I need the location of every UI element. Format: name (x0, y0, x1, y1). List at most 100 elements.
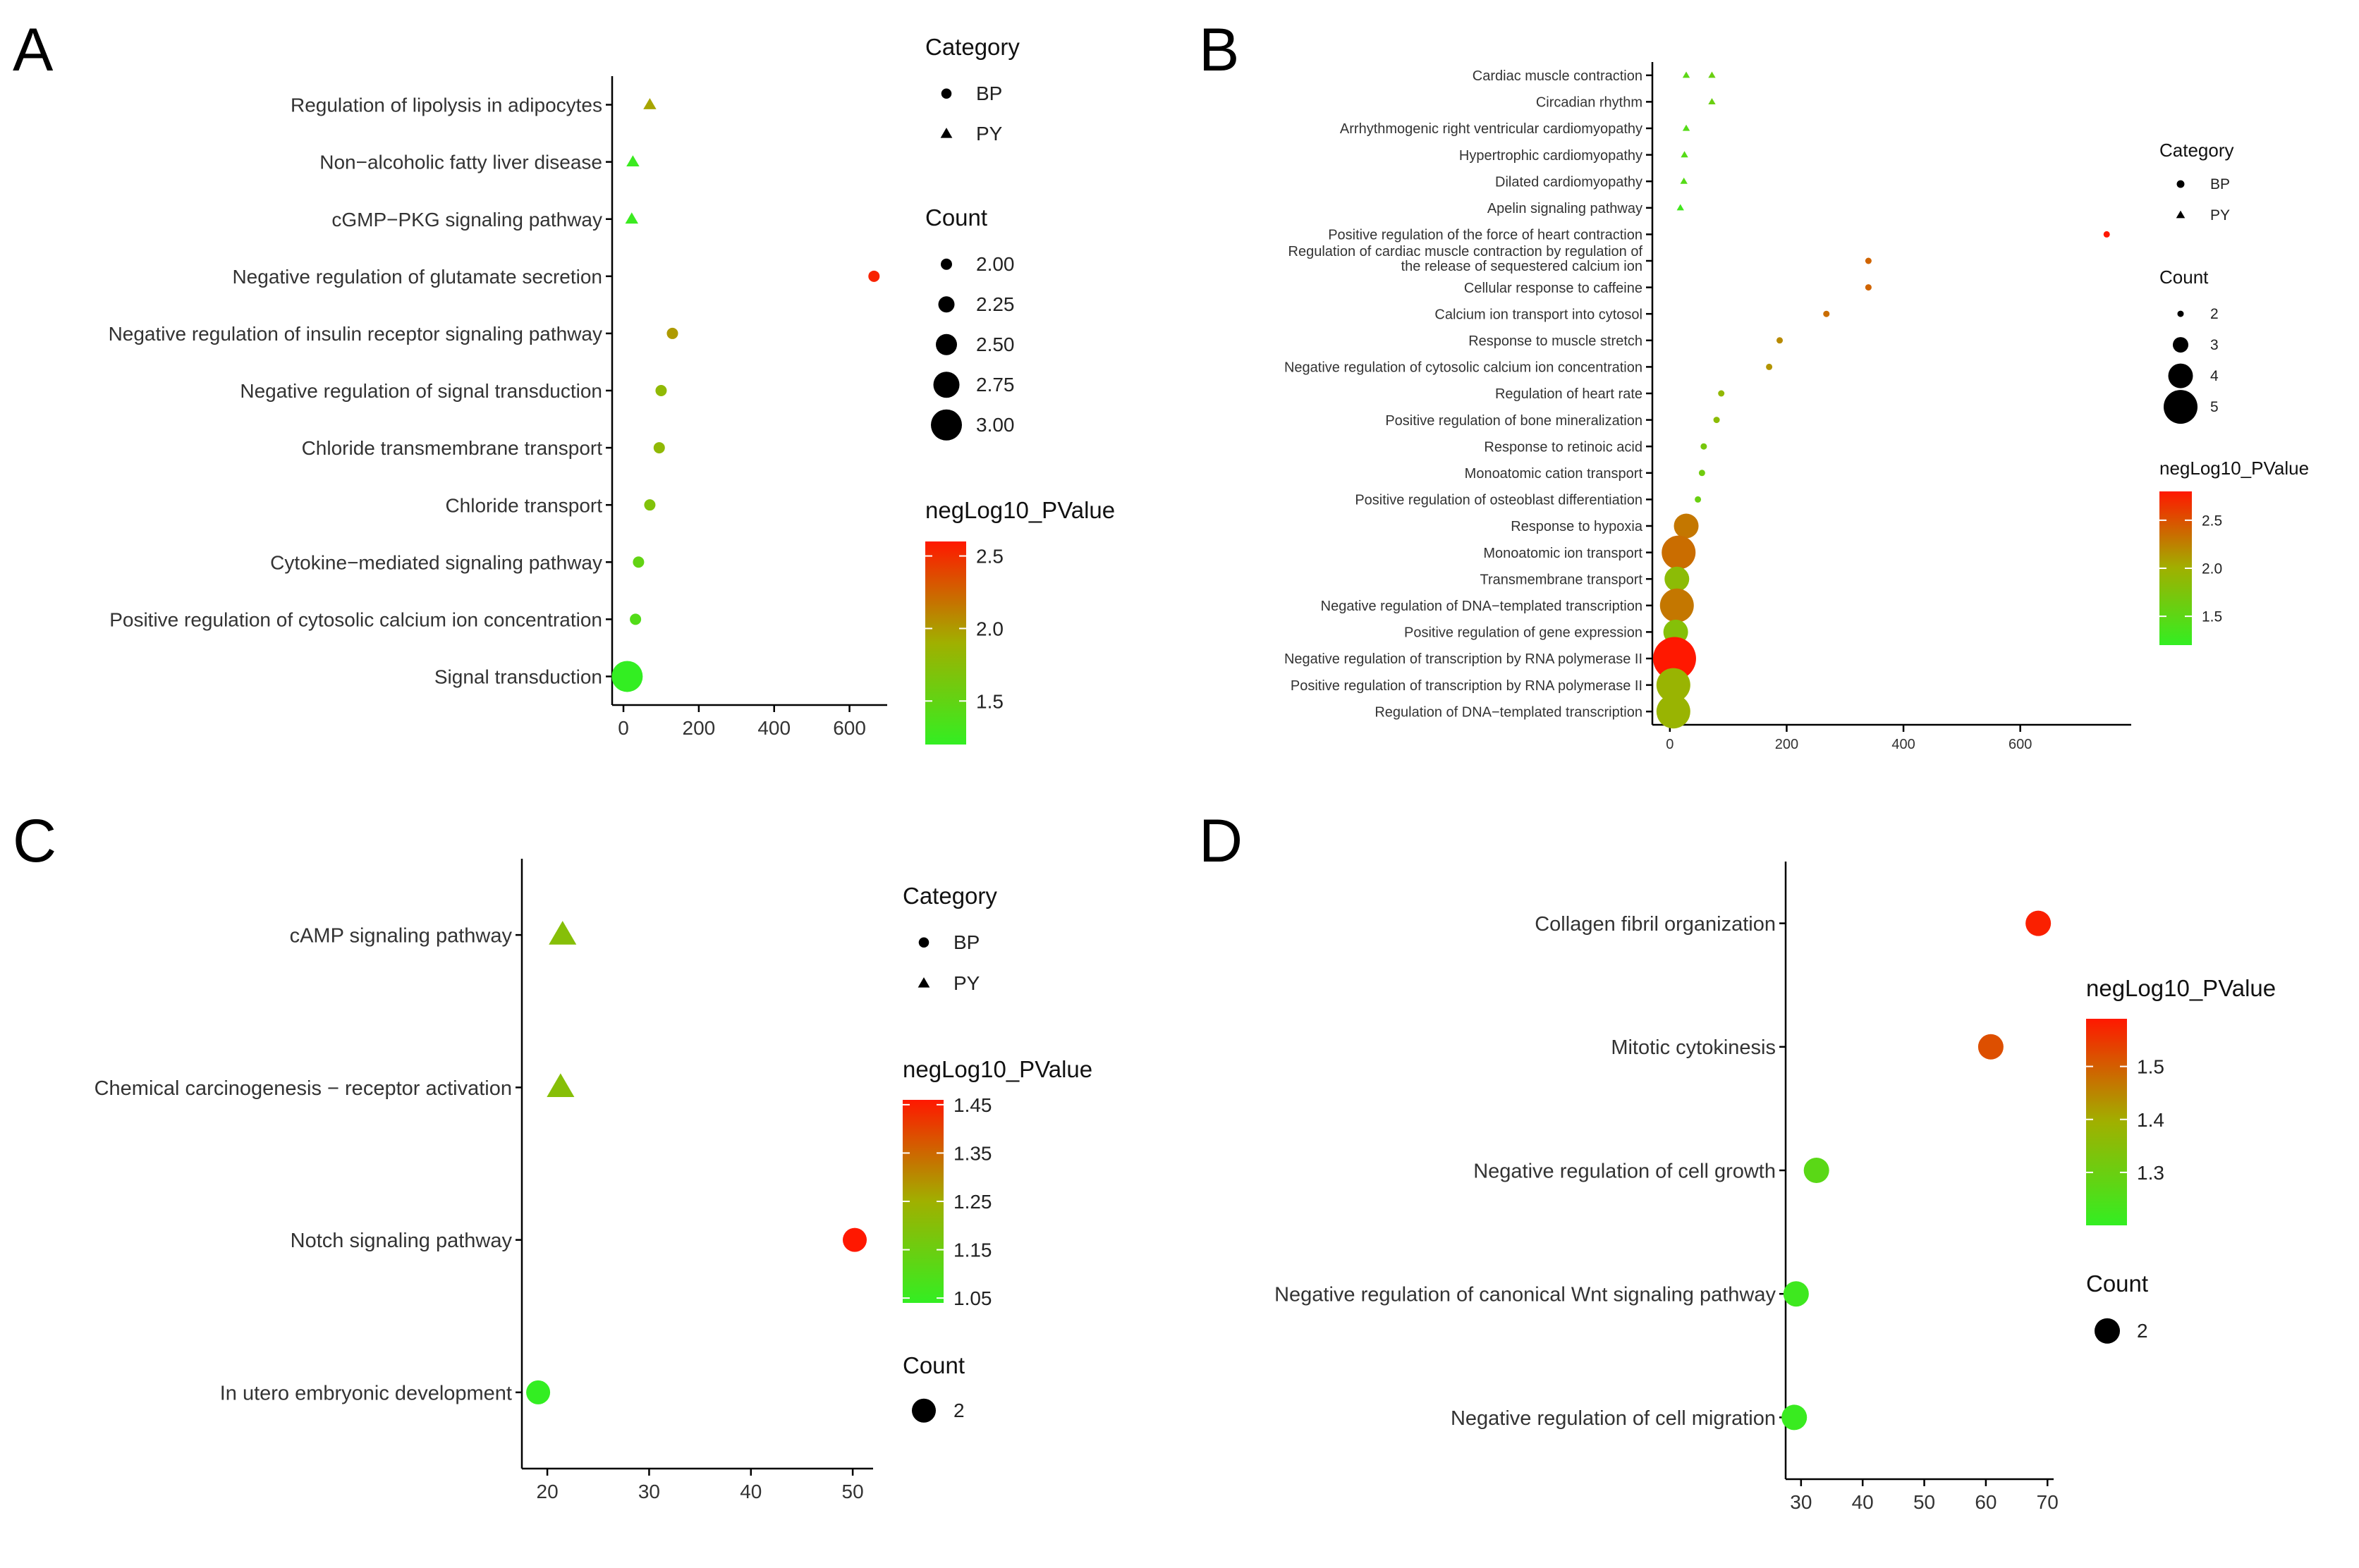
y-category-label-b: Response to hypoxia (1511, 519, 1643, 534)
y-category-label-c: Chemical carcinogenesis − receptor activ… (95, 1077, 512, 1100)
legend-count-key-b (2164, 390, 2198, 424)
y-category-label-b: Regulation of DNA−templated transcriptio… (1374, 704, 1642, 720)
x-tick-label-b: 200 (1775, 737, 1798, 752)
colorbar-label-c: 1.25 (953, 1191, 992, 1213)
data-point-b-cellular-response-to-caffeine (1865, 284, 1872, 291)
x-tick-label-a: 400 (757, 717, 791, 739)
x-tick-label-c: 20 (537, 1481, 559, 1502)
legend-count-label-b: 2 (2210, 306, 2219, 322)
colorbar-label-a: 2.0 (976, 618, 1004, 640)
legend-color-title-d: negLog10_PValue (2086, 975, 2276, 1001)
legend-count-label-b: 4 (2210, 368, 2219, 384)
colorbar-label-d: 1.5 (2137, 1056, 2164, 1078)
y-category-label-line: Regulation of cardiac muscle contraction… (1288, 244, 1643, 259)
y-category-label-a: Negative regulation of signal transducti… (240, 380, 602, 402)
colorbar-label-c: 1.45 (953, 1094, 992, 1116)
data-point-b-hypertrophic-cardiomyopathy (1681, 151, 1688, 158)
chart-panel-a: 0 200 400 600 Regulation of lipolysis in adi… (109, 34, 1115, 745)
x-tick-label-a: 0 (618, 717, 629, 739)
x-tick-label-b: 400 (1891, 737, 1915, 752)
legend-count-key-d (2095, 1318, 2120, 1344)
y-category-label-b: Monoatomic ion transport (1483, 546, 1642, 561)
legend-count-title-d: Count (2086, 1270, 2148, 1297)
data-point-b-apelin-signaling-pathway (1676, 204, 1684, 211)
legend-count-label-a: 2.25 (976, 293, 1015, 315)
data-point-d-negative-regulation-of-cell-growth (1803, 1158, 1829, 1183)
y-category-label-b: Calcium ion transport into cytosol (1434, 307, 1642, 322)
legend-category-key-c-bp (918, 937, 929, 948)
legend-category-label-b: BP (2210, 176, 2230, 192)
legend-count-key-a (938, 296, 955, 313)
data-point-a-non-alcoholic-fatty-liver-disease (626, 155, 640, 167)
y-category-label-b: Positive regulation of bone mineralizati… (1385, 413, 1642, 429)
y-category-label-c: In utero embryonic development (220, 1382, 512, 1404)
legend-category-key-a-py (940, 128, 953, 138)
data-point-a-chloride-transmembrane-transport (653, 442, 665, 454)
y-category-label-b: Cellular response to caffeine (1464, 281, 1642, 296)
data-point-a-chloride-transport (644, 499, 656, 511)
x-tick-label-d: 50 (1913, 1491, 1935, 1513)
y-category-label-b: Circadian rhythm (1536, 95, 1642, 111)
colorbar-label-a: 1.5 (976, 690, 1004, 712)
legend-color-title-a: negLog10_PValue (925, 497, 1115, 523)
panel-letter-b: B (1199, 16, 1239, 84)
chart-panel-c: 20 30 40 50 cAMP signaling pathway Chemical c… (95, 859, 1092, 1502)
y-category-label-d: Mitotic cytokinesis (1611, 1036, 1776, 1059)
data-point-b-regulation-of-dna-templated-transcriptio (1656, 694, 1690, 729)
legend-count-label-a: 2.50 (976, 333, 1015, 355)
data-point-b-transmembrane-transport (1664, 566, 1690, 592)
data-point-b-monoatomic-ion-transport (1662, 535, 1696, 570)
legend-category-label-b: PY (2210, 207, 2230, 223)
y-category-label-b: Arrhythmogenic right ventricular cardiom… (1340, 121, 1642, 137)
y-category-label-a: Regulation of lipolysis in adipocytes (291, 94, 602, 116)
data-point-b-regulation-of-cardiac-muscle-contraction (1865, 257, 1872, 264)
y-category-label-d: Negative regulation of cell migration (1451, 1407, 1776, 1430)
data-point-b-positive-regulation-of-transcription-by- (1656, 668, 1690, 702)
data-point-c-in-utero-embryonic-development (526, 1380, 551, 1404)
y-category-label-a: cGMP−PKG signaling pathway (331, 209, 602, 231)
legend-count-key-c (912, 1398, 936, 1423)
legend-count-label-b: 3 (2210, 337, 2219, 353)
legend-category-label-a: PY (976, 123, 1003, 145)
y-category-label-a: Negative regulation of insulin receptor … (109, 323, 602, 345)
y-category-label-b: Regulation of heart rate (1495, 386, 1642, 402)
data-point-b-response-to-hypoxia (1674, 513, 1699, 539)
x-tick-label-b: 0 (1666, 737, 1674, 752)
panel-letter-a: A (13, 16, 54, 84)
data-point-b-regulation-of-heart-rate (1718, 390, 1725, 397)
legend-count-title-a: Count (925, 204, 987, 231)
legend-count-key-a (933, 372, 960, 398)
panel-letter-d: D (1199, 807, 1243, 875)
y-category-label-c: Notch signaling pathway (291, 1230, 513, 1252)
data-point-a-negative-regulation-of-insulin-receptor- (666, 327, 678, 339)
y-category-label-a: Cytokine−mediated signaling pathway (270, 551, 602, 573)
colorbar-label-c: 1.05 (953, 1287, 992, 1309)
x-tick-label-d: 60 (1975, 1491, 1997, 1513)
y-category-label-d: Collagen fibril organization (1535, 913, 1776, 936)
legend-category-title-c: Category (903, 883, 997, 909)
data-point-d-negative-regulation-of-cell-migration (1781, 1404, 1808, 1431)
legend-count-title-c: Count (903, 1352, 965, 1378)
legend-category-label-a: BP (976, 82, 1002, 104)
y-category-label-b: Hypertrophic cardiomyopathy (1459, 148, 1642, 164)
y-category-label-a: Negative regulation of glutamate secreti… (232, 266, 602, 288)
data-point-b-response-to-muscle-stretch (1776, 337, 1784, 344)
data-point-a-negative-regulation-of-signal-transducti (655, 385, 667, 396)
y-category-label-b: Transmembrane transport (1480, 572, 1643, 587)
colorbar-d (2086, 1019, 2127, 1225)
panel-letter-c: C (13, 807, 56, 875)
y-category-label-d: Negative regulation of canonical Wnt sig… (1274, 1284, 1776, 1306)
legend-color-title-c: negLog10_PValue (903, 1056, 1092, 1082)
legend-category-key-c-py (918, 977, 930, 988)
legend-count-label-c: 2 (953, 1399, 965, 1421)
data-point-a-signal-transduction (611, 661, 643, 692)
data-point-d-mitotic-cytokinesis (1977, 1034, 2004, 1060)
legend-count-title-b: Count (2159, 267, 2209, 288)
y-category-label-b: Positive regulation of gene expression (1404, 625, 1642, 641)
legend-count-label-d: 2 (2137, 1320, 2148, 1342)
y-category-label-a: Positive regulation of cytosolic calcium… (109, 608, 602, 630)
legend-count-key-a (931, 409, 962, 441)
legend-category-label-c: BP (953, 931, 980, 953)
